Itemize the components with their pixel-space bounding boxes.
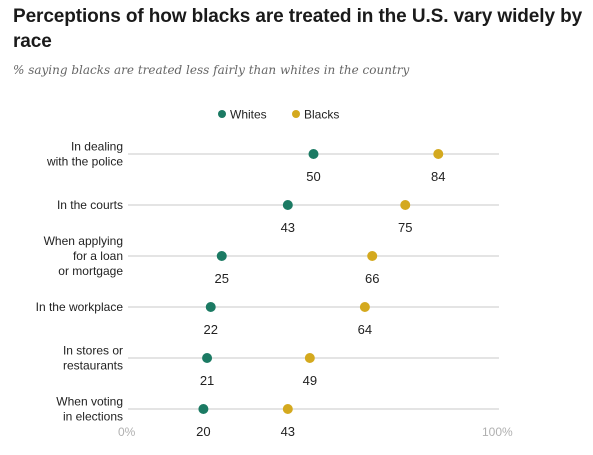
blacks-dot (304, 353, 315, 363)
category-label: In dealing with the police (46, 140, 123, 169)
whites-value-label: 43 (281, 220, 295, 235)
whites-value-label: 25 (215, 271, 229, 286)
chart-row: In the workplace 22 64 (36, 300, 499, 337)
whites-dot (198, 404, 209, 414)
legend-whites-marker (218, 110, 226, 118)
blacks-value-label: 75 (398, 220, 412, 235)
blacks-dot (282, 404, 293, 414)
blacks-dot (359, 302, 370, 312)
chart-row: When voting in elections 20 43 (56, 395, 499, 439)
blacks-dot (433, 149, 444, 159)
x-tick-label-min: 0% (118, 425, 136, 439)
blacks-dot (400, 200, 411, 210)
chart-row: In dealing with the police 50 84 (46, 140, 499, 184)
legend: Whites Blacks (218, 108, 339, 122)
whites-value-label: 21 (200, 373, 214, 388)
whites-dot (308, 149, 319, 159)
x-tick-label-max: 100% (482, 425, 513, 439)
whites-value-label: 22 (204, 322, 218, 337)
whites-value-label: 20 (196, 424, 210, 439)
blacks-value-label: 66 (365, 271, 379, 286)
x-axis: 0% 100% (118, 425, 513, 439)
category-label: In the workplace (36, 300, 124, 314)
blacks-value-label: 84 (431, 169, 445, 184)
whites-dot (205, 302, 216, 312)
whites-dot (282, 200, 293, 210)
chart-row: When applying for a loan or mortgage 25 66 (44, 234, 499, 286)
whites-dot (216, 251, 227, 261)
chart-row: In the courts 43 75 (57, 198, 499, 235)
whites-value-label: 50 (306, 169, 320, 184)
blacks-value-label: 43 (281, 424, 295, 439)
chart-rows: In dealing with the police 50 84 In the cour… (36, 140, 499, 439)
legend-whites-label: Whites (230, 108, 267, 122)
blacks-dot (367, 251, 378, 261)
chart-row: In stores or restaurants 21 49 (63, 344, 499, 388)
category-label: In the courts (57, 198, 123, 212)
legend-blacks-label: Blacks (304, 108, 339, 122)
chart-subtitle: % saying blacks are treated less fairly … (13, 63, 410, 77)
category-label: When voting in elections (56, 395, 123, 424)
whites-dot (202, 353, 213, 363)
blacks-value-label: 49 (303, 373, 317, 388)
chart-title: Perceptions of how blacks are treated in… (13, 6, 583, 52)
blacks-value-label: 64 (358, 322, 372, 337)
category-label: When applying for a loan or mortgage (44, 234, 124, 278)
legend-blacks-marker (292, 110, 300, 118)
category-label: In stores or restaurants (63, 344, 123, 373)
